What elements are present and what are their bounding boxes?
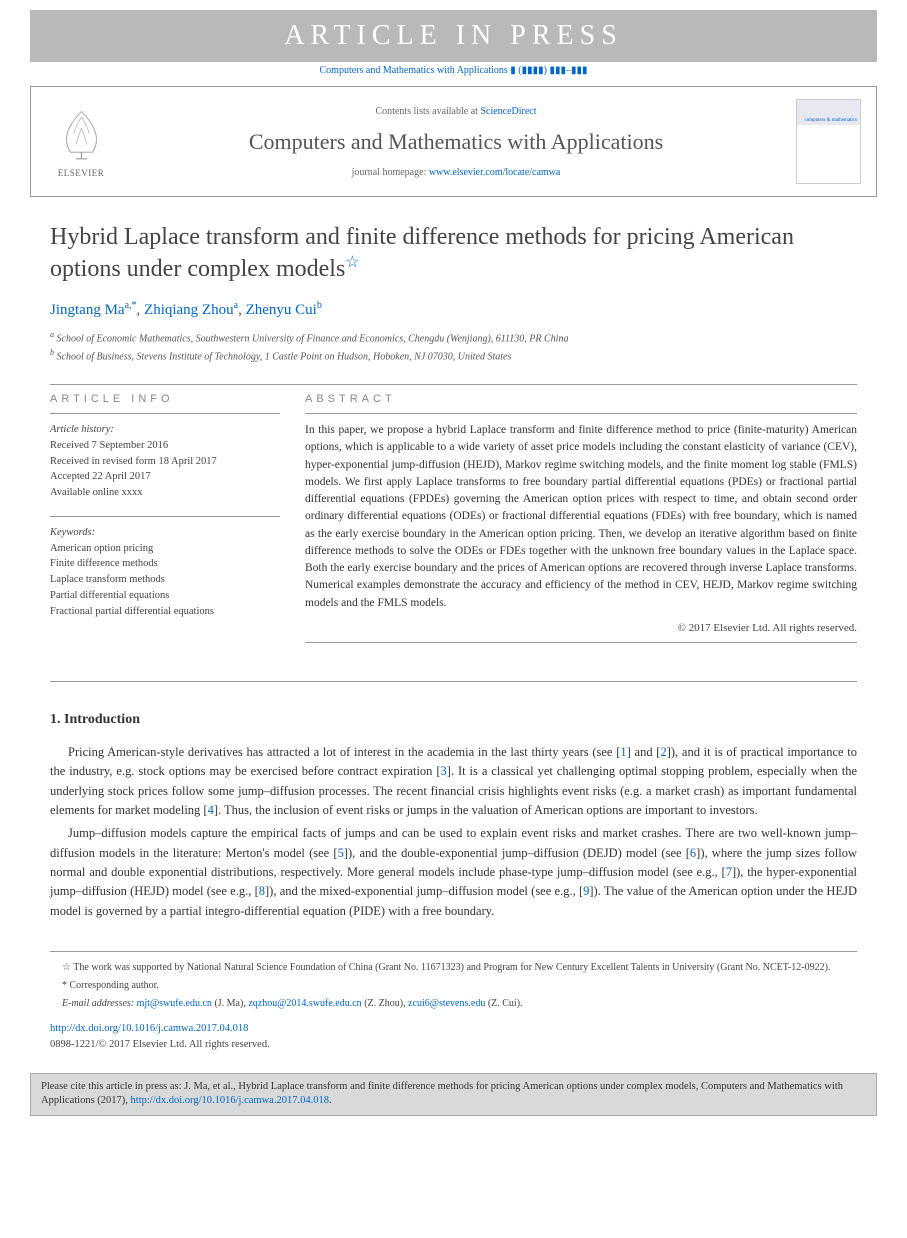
affil-sup-b: b xyxy=(50,348,54,357)
doi-block: http://dx.doi.org/10.1016/j.camwa.2017.0… xyxy=(50,1021,857,1053)
history-received: Received 7 September 2016 xyxy=(50,438,280,454)
keyword-2: Finite difference methods xyxy=(50,556,280,572)
title-text: Hybrid Laplace transform and finite diff… xyxy=(50,224,794,282)
keywords-label: Keywords: xyxy=(50,525,280,541)
funding-text: The work was supported by National Natur… xyxy=(73,962,830,973)
divider-bottom xyxy=(50,681,857,682)
ref-link[interactable]: 5 xyxy=(338,846,344,860)
emails-label: E-mail addresses: xyxy=(62,998,134,1009)
homepage-prefix: journal homepage: xyxy=(352,167,429,178)
author-link-2[interactable]: Zhiqiang Zhou xyxy=(144,302,234,318)
author-name-1: Jingtang Ma xyxy=(50,302,125,318)
affiliation-b: b School of Business, Stevens Institute … xyxy=(50,347,857,364)
keyword-3: Laplace transform methods xyxy=(50,572,280,588)
header-center: Contents lists available at ScienceDirec… xyxy=(116,106,796,178)
elsevier-logo: ELSEVIER xyxy=(46,106,116,178)
authors-line: Jingtang Maa,*, Zhiqiang Zhoua, Zhenyu C… xyxy=(50,300,857,319)
elsevier-tree-icon xyxy=(54,106,109,161)
star-icon: ☆ xyxy=(62,962,71,973)
sciencedirect-link[interactable]: ScienceDirect xyxy=(480,106,536,117)
info-divider-2 xyxy=(50,516,280,517)
ref-link[interactable]: 8 xyxy=(259,884,265,898)
article-info-header: ARTICLE INFO xyxy=(50,393,280,405)
abstract-text: In this paper, we propose a hybrid Lapla… xyxy=(305,422,857,612)
journal-cover-thumbnail: computers & mathematics xyxy=(796,99,861,184)
affil-text-a: School of Economic Mathematics, Southwes… xyxy=(57,334,569,345)
contents-prefix: Contents lists available at xyxy=(375,106,480,117)
ref-link[interactable]: 3 xyxy=(441,764,447,778)
email-who-3: (Z. Cui) xyxy=(488,998,520,1009)
history-revised: Received in revised form 18 April 2017 xyxy=(50,454,280,470)
ref-link[interactable]: 9 xyxy=(583,884,589,898)
abstract-divider-1 xyxy=(305,413,857,414)
author-link-3[interactable]: Zhenyu Cui xyxy=(246,302,317,318)
journal-homepage: journal homepage: www.elsevier.com/locat… xyxy=(116,167,796,178)
email-who-2: (Z. Zhou) xyxy=(364,998,403,1009)
emails-footnote: E-mail addresses: mjt@swufe.edu.cn (J. M… xyxy=(50,996,857,1011)
email-link-1[interactable]: mjt@swufe.edu.cn xyxy=(137,998,212,1009)
issn-text: 0898-1221/© 2017 Elsevier Ltd. All right… xyxy=(50,1039,270,1050)
author-sup-2: a xyxy=(234,300,238,311)
doi-link[interactable]: http://dx.doi.org/10.1016/j.camwa.2017.0… xyxy=(50,1023,248,1034)
cite-doi-link[interactable]: http://dx.doi.org/10.1016/j.camwa.2017.0… xyxy=(131,1095,329,1106)
author-link-1[interactable]: Jingtang Ma xyxy=(50,302,125,318)
affiliations: a School of Economic Mathematics, Southw… xyxy=(50,329,857,364)
journal-reference-line: Computers and Mathematics with Applicati… xyxy=(0,65,907,76)
ref-link[interactable]: 2 xyxy=(660,745,666,759)
intro-paragraph-2: Jump–diffusion models capture the empiri… xyxy=(50,824,857,921)
author-name-2: Zhiqiang Zhou xyxy=(144,302,234,318)
keywords-block: Keywords: American option pricing Finite… xyxy=(50,525,280,620)
author-sup-1: a,* xyxy=(125,300,137,311)
history-online: Available online xxxx xyxy=(50,485,280,501)
affiliation-a: a School of Economic Mathematics, Southw… xyxy=(50,329,857,346)
divider-top xyxy=(50,384,857,385)
journal-title: Computers and Mathematics with Applicati… xyxy=(116,129,796,155)
asterisk-icon: * xyxy=(62,980,67,991)
corresponding-text: Corresponding author. xyxy=(70,980,159,991)
article-in-press-banner: ARTICLE IN PRESS xyxy=(30,10,877,62)
keyword-1: American option pricing xyxy=(50,541,280,557)
email-link-2[interactable]: zqzhou@2014.swufe.edu.cn xyxy=(248,998,361,1009)
intro-paragraph-1: Pricing American-style derivatives has a… xyxy=(50,743,857,821)
abstract-divider-2 xyxy=(305,642,857,643)
funding-star-icon: ☆ xyxy=(345,254,359,271)
article-info-column: ARTICLE INFO Article history: Received 7… xyxy=(50,393,280,651)
keyword-4: Partial differential equations xyxy=(50,588,280,604)
email-who-1: (J. Ma) xyxy=(214,998,243,1009)
article-title: Hybrid Laplace transform and finite diff… xyxy=(50,222,857,285)
ref-link[interactable]: 6 xyxy=(690,846,696,860)
history-label: Article history: xyxy=(50,422,280,438)
ref-link[interactable]: 7 xyxy=(726,865,732,879)
affil-text-b: School of Business, Stevens Institute of… xyxy=(57,351,512,362)
cover-title: computers & mathematics xyxy=(805,118,858,124)
abstract-copyright: © 2017 Elsevier Ltd. All rights reserved… xyxy=(305,622,857,634)
history-accepted: Accepted 22 April 2017 xyxy=(50,469,280,485)
author-name-3: Zhenyu Cui xyxy=(246,302,317,318)
affil-sup-a: a xyxy=(50,330,54,339)
main-content: Hybrid Laplace transform and finite diff… xyxy=(0,222,907,1053)
info-divider-1 xyxy=(50,413,280,414)
info-abstract-row: ARTICLE INFO Article history: Received 7… xyxy=(50,393,857,651)
contents-available: Contents lists available at ScienceDirec… xyxy=(116,106,796,117)
elsevier-text: ELSEVIER xyxy=(46,168,116,178)
homepage-link[interactable]: www.elsevier.com/locate/camwa xyxy=(429,167,561,178)
intro-heading: 1. Introduction xyxy=(50,712,857,728)
corresponding-footnote: * Corresponding author. xyxy=(50,978,857,993)
footnotes-block: ☆ The work was supported by National Nat… xyxy=(50,951,857,1053)
ref-link[interactable]: 1 xyxy=(620,745,626,759)
ref-link[interactable]: 4 xyxy=(208,803,214,817)
abstract-header: ABSTRACT xyxy=(305,393,857,405)
abstract-column: ABSTRACT In this paper, we propose a hyb… xyxy=(305,393,857,651)
article-history-block: Article history: Received 7 September 20… xyxy=(50,422,280,501)
cite-article-box: Please cite this article in press as: J.… xyxy=(30,1073,877,1116)
keyword-5: Fractional partial differential equation… xyxy=(50,604,280,620)
author-sup-3: b xyxy=(317,300,322,311)
journal-header-box: ELSEVIER Contents lists available at Sci… xyxy=(30,86,877,197)
email-link-3[interactable]: zcui6@stevens.edu xyxy=(408,998,485,1009)
funding-footnote: ☆ The work was supported by National Nat… xyxy=(50,960,857,975)
